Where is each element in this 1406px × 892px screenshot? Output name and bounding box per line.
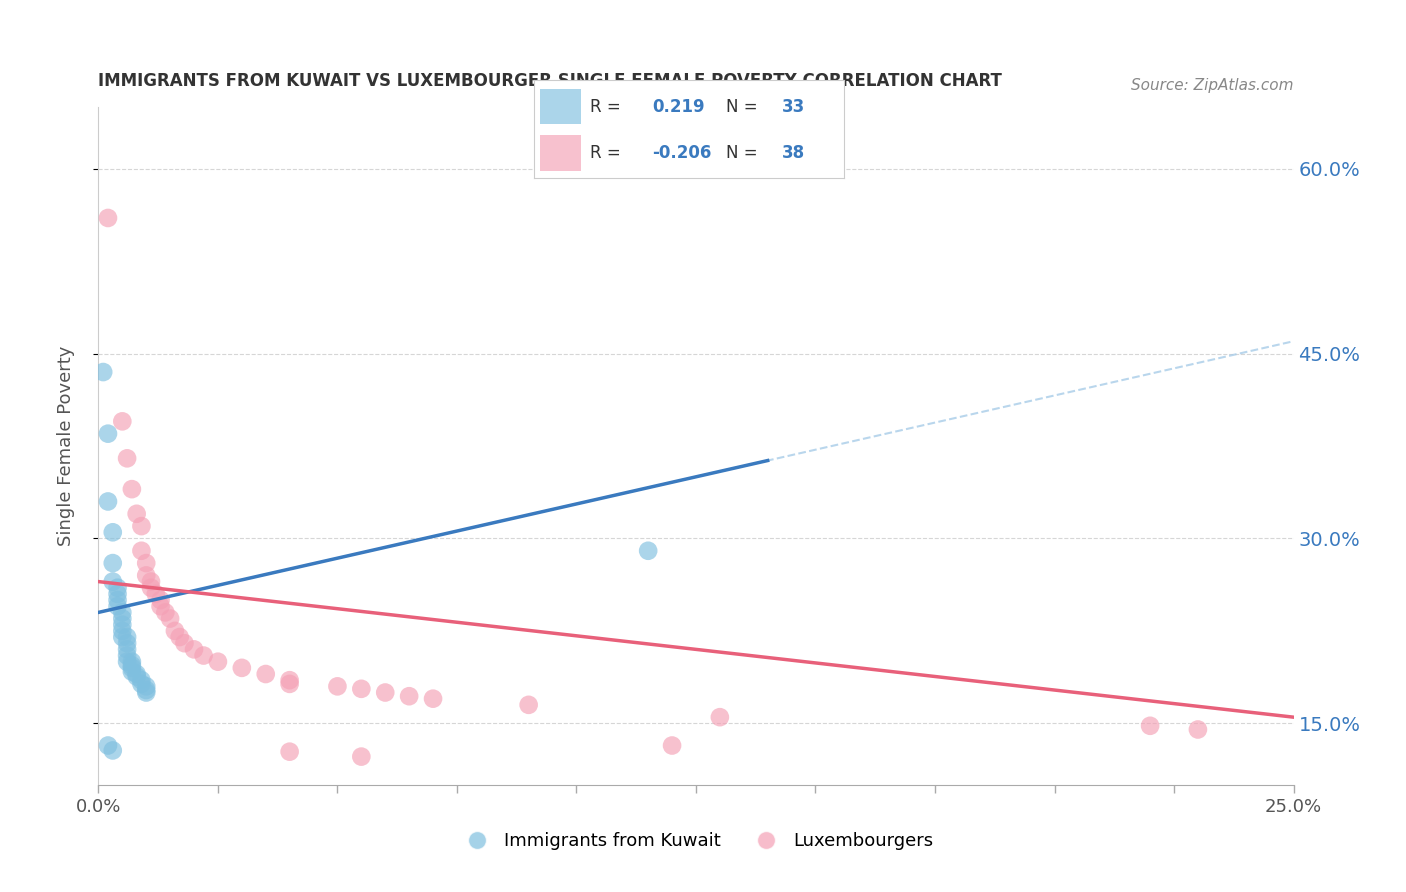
Point [163, 624, 186, 638]
Point [97, 211, 120, 225]
Point [115, 648, 138, 663]
Text: 33: 33 [782, 98, 806, 116]
Point [111, 606, 134, 620]
Text: IMMIGRANTS FROM KUWAIT VS LUXEMBOURGER SINGLE FEMALE POVERTY CORRELATION CHART: IMMIGRANTS FROM KUWAIT VS LUXEMBOURGER S… [98, 72, 1002, 90]
Point [97, 494, 120, 508]
Point [661, 739, 683, 753]
Point [278, 745, 301, 759]
Point [278, 677, 301, 691]
Point [125, 507, 148, 521]
Point [398, 690, 420, 704]
Point [101, 556, 124, 570]
Text: N =: N = [725, 144, 763, 161]
Text: 38: 38 [782, 144, 804, 161]
Point [131, 519, 153, 533]
Point [145, 587, 167, 601]
Point [155, 606, 177, 620]
Point [107, 599, 129, 614]
Point [121, 655, 143, 669]
Point [135, 685, 157, 699]
Point [131, 677, 153, 691]
Point [159, 611, 181, 625]
Point [350, 749, 373, 764]
Point [637, 543, 659, 558]
Point [121, 661, 143, 675]
Point [111, 414, 134, 428]
Point [135, 683, 157, 698]
FancyBboxPatch shape [540, 89, 581, 124]
Point [115, 630, 138, 644]
Point [135, 556, 157, 570]
Point [1187, 723, 1209, 737]
Point [231, 661, 253, 675]
Point [115, 642, 138, 657]
Point [97, 426, 120, 441]
Point [173, 636, 195, 650]
Text: R =: R = [591, 144, 626, 161]
Text: -0.206: -0.206 [652, 144, 711, 161]
Point [111, 617, 134, 632]
Point [115, 451, 138, 466]
Text: N =: N = [725, 98, 763, 116]
Point [111, 630, 134, 644]
Point [107, 581, 129, 595]
Text: Source: ZipAtlas.com: Source: ZipAtlas.com [1130, 78, 1294, 94]
Point [149, 593, 172, 607]
Point [107, 593, 129, 607]
Point [278, 673, 301, 688]
Legend: Immigrants from Kuwait, Luxembourgers: Immigrants from Kuwait, Luxembourgers [451, 825, 941, 857]
Point [101, 574, 124, 589]
Point [115, 655, 138, 669]
Point [374, 685, 396, 699]
Point [139, 581, 162, 595]
Point [131, 673, 153, 688]
Point [107, 587, 129, 601]
Point [183, 642, 205, 657]
Point [135, 679, 157, 693]
Point [326, 679, 349, 693]
Point [111, 624, 134, 638]
Point [709, 710, 731, 724]
Point [131, 543, 153, 558]
Point [422, 691, 444, 706]
FancyBboxPatch shape [540, 136, 581, 170]
Text: R =: R = [591, 98, 626, 116]
Point [149, 599, 172, 614]
Point [1139, 719, 1161, 733]
Text: 0.219: 0.219 [652, 98, 704, 116]
Y-axis label: Single Female Poverty: Single Female Poverty [56, 346, 75, 546]
Point [91, 365, 114, 379]
Point [254, 667, 277, 681]
Point [207, 655, 229, 669]
Point [125, 669, 148, 683]
Point [350, 681, 373, 696]
Point [97, 739, 120, 753]
Point [121, 482, 143, 496]
Point [121, 658, 143, 673]
Point [125, 667, 148, 681]
Point [193, 648, 215, 663]
Point [115, 636, 138, 650]
Point [101, 525, 124, 540]
Point [121, 665, 143, 679]
Point [101, 743, 124, 757]
Point [169, 630, 191, 644]
Point [139, 574, 162, 589]
Point [517, 698, 540, 712]
Point [135, 568, 157, 582]
Point [111, 611, 134, 625]
